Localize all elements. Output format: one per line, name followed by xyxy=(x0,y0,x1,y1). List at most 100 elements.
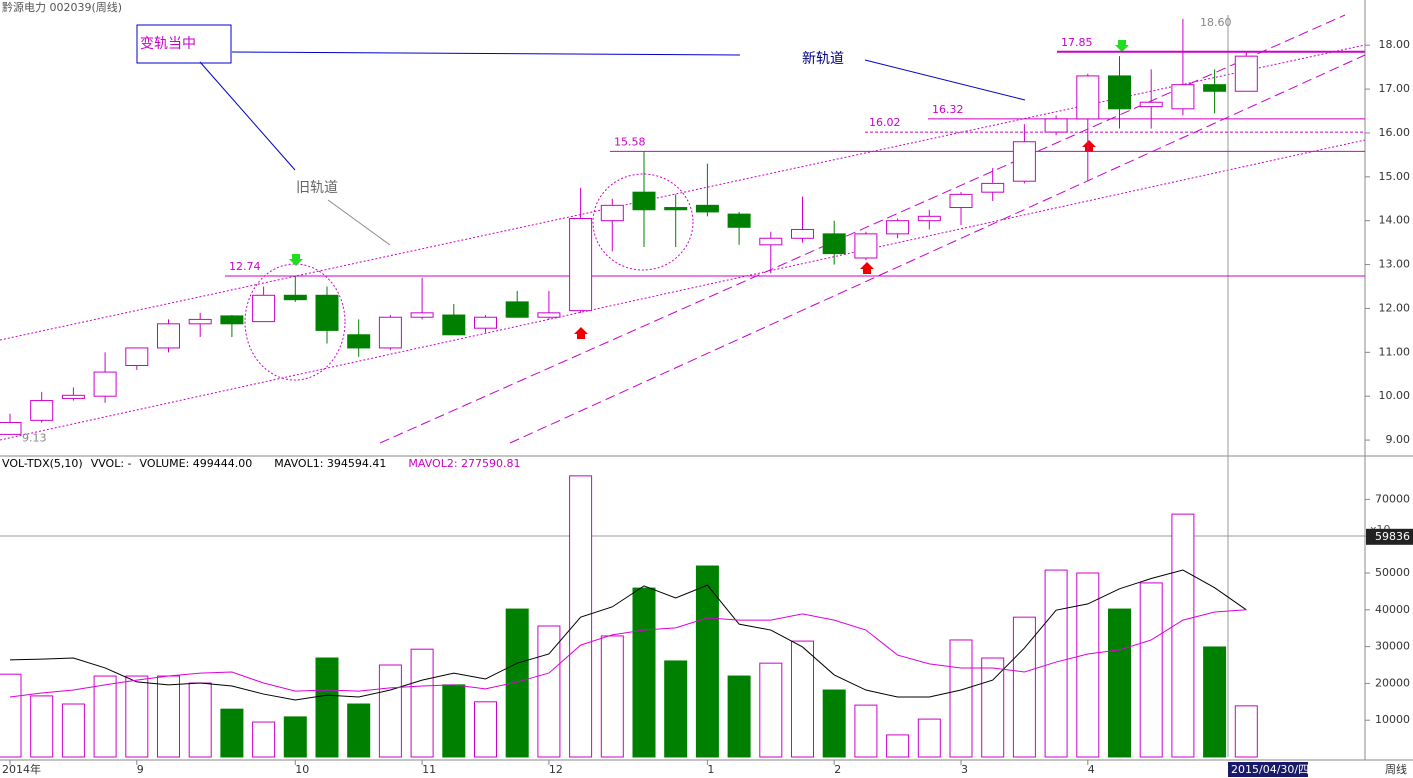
legend: VOL-TDX(5,10) VVOL: - VOLUME: 499444.00 MAV… xyxy=(2,457,521,470)
volume-bar xyxy=(474,701,497,758)
candle-body xyxy=(695,204,719,213)
trend-lines xyxy=(0,14,1366,444)
annotation: 变轨当中 xyxy=(140,36,196,52)
volume-bar xyxy=(1012,616,1036,758)
legend-entry: MAVOL1: 394594.41 xyxy=(274,457,386,470)
volume-bar xyxy=(632,587,656,758)
y-tick-label: 16.00 xyxy=(1379,126,1411,139)
volume-bar xyxy=(61,703,85,758)
y-tick-label: 17.00 xyxy=(1379,82,1411,95)
candle-body xyxy=(378,316,402,349)
volume-bar xyxy=(537,625,561,758)
y-tick-label: 15.00 xyxy=(1379,170,1411,183)
volume-bar xyxy=(252,721,276,758)
volume-bar xyxy=(30,695,54,758)
x-tick-label: 4 xyxy=(1088,763,1095,776)
cursor-box xyxy=(1366,528,1413,545)
candle-body xyxy=(125,347,149,366)
candle-body xyxy=(917,215,941,222)
level-label: 18.60 xyxy=(1200,16,1232,29)
volume-bar xyxy=(917,718,941,758)
volume-bar xyxy=(347,703,371,758)
candle-body xyxy=(30,400,54,421)
candle-body xyxy=(569,218,593,312)
level-label: 16.32 xyxy=(932,103,964,116)
y-tick-label: 18.00 xyxy=(1379,38,1411,51)
y-tick-label: 30000 xyxy=(1375,640,1410,653)
mavol-line xyxy=(9,609,1247,698)
y-tick-label: 50000 xyxy=(1375,566,1410,579)
volume-bar xyxy=(157,675,180,758)
candle-body xyxy=(252,294,276,323)
y-tick-label: 70000 xyxy=(1375,492,1410,505)
volume-bar xyxy=(1076,572,1100,758)
candle-body xyxy=(1108,75,1131,110)
level-label: 15.58 xyxy=(614,135,646,148)
volume-bar xyxy=(727,675,751,758)
volume-bar xyxy=(791,640,814,758)
y-tick-label: 14.00 xyxy=(1379,214,1411,227)
level-label: 17.85 xyxy=(1061,36,1093,49)
y-tick-label: 40000 xyxy=(1375,603,1410,616)
candle-body xyxy=(315,294,339,331)
candle-body xyxy=(0,422,22,435)
volume-bar xyxy=(1234,705,1258,758)
y-tick-label: 20000 xyxy=(1375,676,1410,689)
volume-bar xyxy=(854,704,878,758)
candle-body xyxy=(1012,141,1036,182)
volume-bar xyxy=(0,673,22,758)
candle-body xyxy=(1139,101,1163,108)
volume-bar xyxy=(822,689,846,758)
volume-bar xyxy=(664,660,688,758)
annotation: 旧轨道 xyxy=(296,180,338,196)
candle-body xyxy=(981,182,1005,193)
volume-bar xyxy=(1171,513,1195,758)
volume-bar xyxy=(569,475,593,758)
volume-bar xyxy=(315,657,339,758)
x-tick-label: 12 xyxy=(549,763,563,776)
level-label: 12.74 xyxy=(229,260,261,273)
x-tick-label: 2014年 xyxy=(2,762,41,776)
candle-body xyxy=(600,204,624,222)
y-tick-label: 13.00 xyxy=(1379,258,1411,271)
candle-body xyxy=(727,213,751,228)
candle-body xyxy=(537,312,561,318)
volume-bar xyxy=(1139,582,1163,758)
volume-bar xyxy=(505,608,529,758)
volume-bar xyxy=(600,635,624,758)
chart-title: 黔源电力 002039(周线) xyxy=(2,0,122,14)
x-tick-label: 1 xyxy=(707,763,714,776)
candle-body xyxy=(474,316,497,329)
candle-body xyxy=(93,371,117,397)
candle-body xyxy=(188,318,212,325)
candle-body xyxy=(822,233,846,255)
candle-body xyxy=(791,228,814,239)
legend-entry: MAVOL2: 277590.81 xyxy=(408,457,520,470)
volume-bar xyxy=(949,639,973,758)
candle-body xyxy=(854,233,878,259)
volume-bar xyxy=(125,675,149,758)
volume-bar xyxy=(886,734,910,758)
volume-bar xyxy=(442,684,466,758)
annotation: 新轨道 xyxy=(802,51,844,67)
x-tick-label: 11 xyxy=(422,763,436,776)
volume-bar xyxy=(220,708,244,758)
volume-bar xyxy=(1044,569,1068,758)
candle-body xyxy=(61,394,85,399)
candle-body xyxy=(1076,75,1100,120)
y-tick-label: 12.00 xyxy=(1379,301,1411,314)
candle-body xyxy=(1234,55,1258,92)
volume-bar xyxy=(283,716,307,758)
date-box xyxy=(1228,762,1308,777)
period-label: 周线 xyxy=(1385,762,1407,776)
mavol-line xyxy=(9,569,1247,701)
candle-body xyxy=(1171,84,1195,110)
candle-body xyxy=(759,237,783,246)
crosshair xyxy=(0,15,1365,757)
candle-body xyxy=(410,312,434,318)
candle-body xyxy=(347,334,371,349)
x-tick-label: 2 xyxy=(834,763,841,776)
candle-body xyxy=(442,314,466,336)
volume-bar xyxy=(759,662,783,758)
